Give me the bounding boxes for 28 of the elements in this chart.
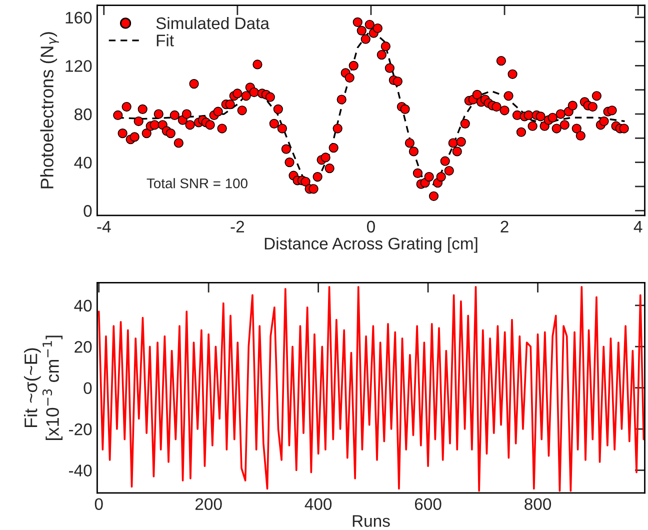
y-tick-label: 40: [74, 300, 92, 312]
x-tick-label: 600: [414, 498, 442, 510]
y-tick-label: 120: [66, 60, 92, 72]
y-tick-label: 40: [74, 156, 92, 169]
legend-label: Simulated Data: [156, 16, 270, 30]
x-tick-label: 200: [196, 498, 222, 510]
legend-label: Fit: [156, 34, 174, 46]
x-tick-label: -4: [97, 220, 111, 232]
x-tick-label: -2: [230, 220, 244, 232]
y-tick-label: 20: [74, 341, 92, 353]
annotation: Total SNR = 100: [146, 178, 248, 188]
x-tick-label: 2: [500, 220, 508, 232]
y-axis-title: Photoelectrons (N$_{γ}$): [40, 32, 59, 188]
x-tick-label: 0: [366, 220, 375, 233]
y-tick-label: -20: [68, 423, 92, 436]
y-tick-label: 0: [84, 205, 92, 217]
y-tick-label: 160: [66, 12, 92, 24]
x-tick-label: 400: [304, 498, 332, 510]
x-tick-label: 4: [634, 220, 642, 232]
y-tick-label: 80: [74, 108, 92, 120]
y-axis-title: Fit ~σ(~E) [x10$^{−3}$ cm$^{−1}$]: [24, 336, 63, 440]
x-axis-title: Runs: [352, 515, 390, 527]
x-tick-label: 0: [94, 498, 103, 510]
y-tick-label: -40: [68, 464, 92, 476]
x-tick-label: 800: [524, 498, 552, 510]
x-axis-title: Distance Across Grating [cm]: [264, 237, 478, 253]
y-tick-label: 0: [84, 382, 92, 394]
line-series: [98, 286, 645, 492]
